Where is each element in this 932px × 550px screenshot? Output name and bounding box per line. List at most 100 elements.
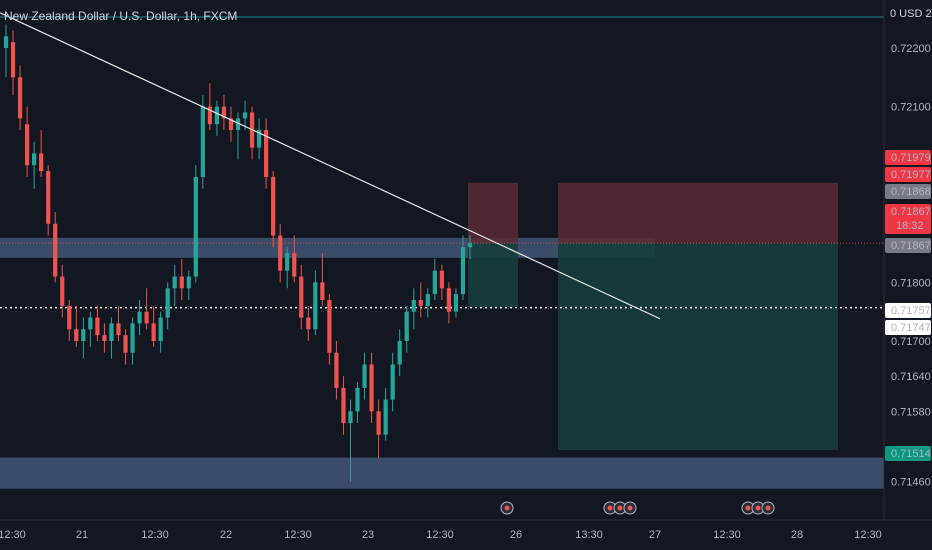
candle-body-19 xyxy=(137,311,142,324)
candle-body-62 xyxy=(439,270,444,289)
time-tick-11: 28 xyxy=(791,529,803,541)
price-tag-label-4: 0.71867 xyxy=(891,240,931,252)
zone-resistance xyxy=(0,237,655,258)
price-tick-4: 0.71640 xyxy=(891,371,931,383)
price-tag-7 xyxy=(885,446,931,461)
candle-body-51 xyxy=(362,364,367,388)
price-tick-1: 0.72100 xyxy=(891,102,931,114)
candle-body-12 xyxy=(88,317,93,330)
price-tick-2: 0.71800 xyxy=(891,277,931,289)
candle-body-61 xyxy=(432,270,437,295)
price-tag-label-5: 0.71757 xyxy=(891,305,931,317)
candle-body-65 xyxy=(460,247,466,295)
candle-body-38 xyxy=(271,176,276,236)
candle-body-57 xyxy=(404,311,409,341)
candle-body-59 xyxy=(418,299,423,306)
trendline[interactable] xyxy=(0,12,661,320)
candle-body-17 xyxy=(123,335,128,353)
time-tick-7: 26 xyxy=(510,529,522,541)
candle-body-3 xyxy=(24,124,30,166)
candle-body-21 xyxy=(151,323,156,341)
price-tags: 0.71979 0.71977 0.71868 0.71867 18:32 0.71867… xyxy=(885,150,931,461)
candle-body-34 xyxy=(242,112,248,119)
event-icon-dot xyxy=(607,505,613,511)
candle-body-25 xyxy=(179,276,184,289)
candle-body-48 xyxy=(341,387,346,424)
short-2-stop-area xyxy=(558,182,838,244)
candle-body-6 xyxy=(46,171,51,224)
zone-support xyxy=(0,457,884,489)
candle-body-2 xyxy=(17,77,23,119)
candle-body-20 xyxy=(144,311,149,324)
price-tag-label-0: 0.71979 xyxy=(891,152,931,164)
time-tick-4: 12:30 xyxy=(284,529,312,541)
candle-body-40 xyxy=(285,253,290,271)
candle-body-44 xyxy=(313,282,318,330)
candle-body-31 xyxy=(221,106,227,119)
candle-body-66 xyxy=(467,243,473,248)
candle-body-47 xyxy=(334,352,339,388)
candle-body-26 xyxy=(186,276,191,289)
candle-body-52 xyxy=(369,364,374,412)
candle-body-58 xyxy=(411,299,416,312)
candle-body-22 xyxy=(158,317,163,341)
candle-body-37 xyxy=(264,130,269,177)
price-tag-label-2: 0.71868 xyxy=(891,186,931,198)
price-axis-ticks: 0.72200 0.72100 0.71800 0.71700 0.71640 0.715… xyxy=(891,43,931,489)
candle-body-16 xyxy=(116,323,121,336)
event-markers xyxy=(500,501,775,515)
candle-body-39 xyxy=(278,235,283,271)
price-tag-3 xyxy=(885,204,931,234)
event-icon-dot xyxy=(765,505,771,511)
price-tag-label-1: 0.71977 xyxy=(891,169,931,181)
event-icon-dot xyxy=(504,505,510,511)
candle-body-54 xyxy=(383,399,388,435)
candle-body-46 xyxy=(327,299,332,353)
candle-body-45 xyxy=(320,282,325,300)
candle-body-18 xyxy=(130,323,135,353)
price-tag-6 xyxy=(885,320,931,335)
candle-body-29 xyxy=(207,106,212,125)
candle-body-14 xyxy=(102,335,107,341)
candle-body-60 xyxy=(425,294,430,306)
price-tick-0: 0.72200 xyxy=(891,43,931,55)
candle-body-23 xyxy=(165,288,170,318)
time-axis-ticks: 12:30 21 12:30 22 12:30 23 12:30 26 13:30 27 12:30… xyxy=(0,529,882,541)
price-tag-label-3: 0.71867 xyxy=(891,206,931,218)
candle-body-36 xyxy=(256,130,262,148)
candle-body-13 xyxy=(95,317,100,336)
price-tag-0 xyxy=(885,150,931,165)
chart-title: New Zealand Dollar / U.S. Dollar, 1h, FX… xyxy=(4,9,238,23)
price-tag-5 xyxy=(885,303,931,318)
short-1-stop-area xyxy=(468,182,518,244)
currency-selector[interactable]: 0 USD 2 xyxy=(890,8,932,20)
candle-body-30 xyxy=(214,106,220,125)
candle-body-53 xyxy=(376,411,381,435)
price-tick-5: 0.71580 xyxy=(891,406,931,418)
short-1-target-area xyxy=(468,243,518,308)
time-tick-12: 12:30 xyxy=(854,529,882,541)
price-tag-countdown-3: 18:32 xyxy=(896,220,924,232)
candle-body-27 xyxy=(193,176,198,277)
candle-body-0 xyxy=(3,36,9,48)
price-tag-2 xyxy=(885,184,931,199)
candle-body-10 xyxy=(74,329,79,341)
price-tag-4 xyxy=(885,238,931,253)
candle-body-55 xyxy=(390,364,395,400)
candle-body-15 xyxy=(109,323,114,341)
candle-body-64 xyxy=(453,294,459,312)
event-icon-dot xyxy=(617,505,623,511)
event-icon-dot xyxy=(627,505,633,511)
positions-layer xyxy=(468,182,838,450)
time-tick-6: 12:30 xyxy=(426,529,454,541)
time-tick-1: 21 xyxy=(76,529,88,541)
candle-body-5 xyxy=(39,153,44,172)
candle-body-8 xyxy=(60,276,65,306)
short-2-target-area xyxy=(558,243,838,450)
candle-body-7 xyxy=(53,223,58,277)
price-tag-label-7: 0.71514 xyxy=(891,448,931,460)
candle-body-63 xyxy=(446,288,452,312)
candle-body-1 xyxy=(10,42,16,78)
candle-body-28 xyxy=(200,106,205,177)
